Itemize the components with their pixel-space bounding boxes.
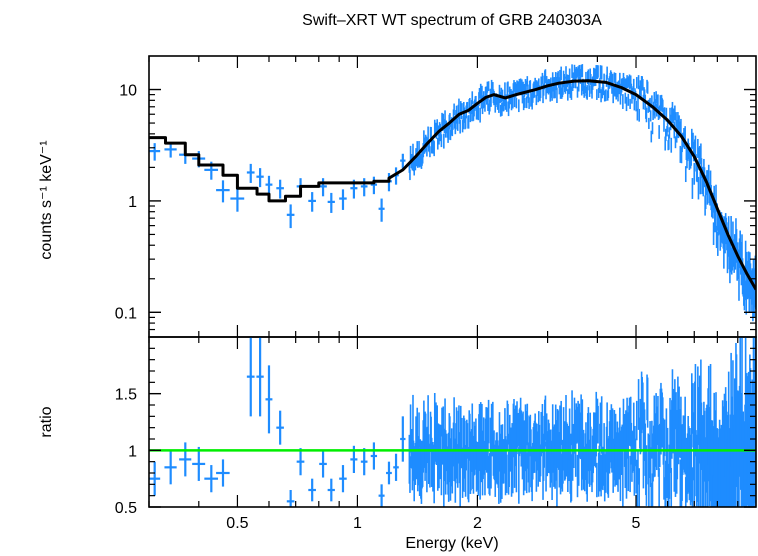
spectrum-plot-area — [149, 64, 756, 322]
y-tick-label: 1 — [128, 194, 137, 211]
chart-title: Swift–XRT WT spectrum of GRB 240303A — [302, 12, 602, 29]
data-point — [360, 178, 368, 197]
data-point — [265, 365, 273, 434]
data-point — [230, 188, 245, 212]
spectrum-panel: 0.1 1 10 counts s⁻¹ keV⁻¹ — [38, 55, 757, 338]
data-point — [149, 461, 161, 496]
spectrum-y-ticks: 0.1 1 10 — [115, 83, 756, 331]
ratio-y-axis-label: ratio — [38, 406, 55, 437]
data-point — [179, 442, 192, 477]
ratio-y-ticks: 0.5 1 1.5 — [115, 347, 756, 517]
data-point — [386, 461, 392, 485]
data-point — [319, 450, 327, 478]
data-point — [308, 478, 316, 502]
data-point — [276, 179, 284, 199]
ratio-data-points — [149, 337, 756, 507]
data-point — [327, 478, 335, 502]
y-tick-label: 1.5 — [115, 387, 137, 404]
data-point — [246, 337, 255, 417]
ratio-x-ticks: 0.5 1 2 5 — [148, 337, 739, 532]
data-point — [339, 465, 347, 493]
data-point — [308, 192, 316, 212]
spectrum-data-points — [149, 64, 756, 322]
data-point — [370, 176, 378, 195]
data-point — [327, 192, 335, 213]
data-point — [378, 484, 385, 507]
spectrum-model-curve — [149, 79, 756, 291]
data-point — [378, 198, 385, 222]
data-point — [393, 453, 399, 481]
x-tick-label: 0.5 — [226, 515, 248, 532]
data-point — [286, 490, 295, 507]
data-point — [256, 168, 264, 188]
data-point — [400, 153, 406, 169]
data-point — [339, 189, 347, 210]
data-point — [276, 410, 284, 445]
data-point — [296, 448, 305, 476]
x-tick-label: 2 — [473, 515, 482, 532]
data-point — [216, 459, 230, 487]
model-curve — [149, 79, 756, 291]
data-point — [246, 163, 255, 183]
data-point — [370, 442, 378, 470]
spectrum-y-axis-label: counts s⁻¹ keV⁻¹ — [38, 140, 55, 259]
data-point — [204, 465, 219, 493]
data-point — [286, 204, 295, 229]
y-tick-label: 0.5 — [115, 500, 137, 517]
data-point — [256, 337, 264, 417]
ratio-frame — [148, 336, 757, 508]
data-point — [192, 446, 206, 481]
data-point — [400, 416, 406, 462]
data-point — [216, 180, 230, 203]
y-tick-label: 0.1 — [115, 305, 137, 322]
data-point — [360, 448, 368, 476]
ratio-plot-area — [149, 337, 756, 507]
x-tick-label: 1 — [353, 515, 362, 532]
data-point — [164, 142, 177, 158]
y-tick-label: 10 — [119, 83, 137, 100]
spectrum-frame — [148, 55, 757, 338]
data-point — [319, 178, 327, 197]
data-point — [164, 450, 177, 485]
x-tick-label: 5 — [632, 515, 641, 532]
ratio-panel: 0.5 1 1.5 0.5 1 2 5 ratio Energy (keV) — [38, 336, 757, 552]
data-point — [149, 143, 161, 161]
data-point — [265, 175, 273, 196]
x-axis-label: Energy (keV) — [405, 535, 498, 552]
spectrum-x-tick-marks — [148, 56, 739, 337]
y-tick-label: 1 — [128, 443, 137, 460]
